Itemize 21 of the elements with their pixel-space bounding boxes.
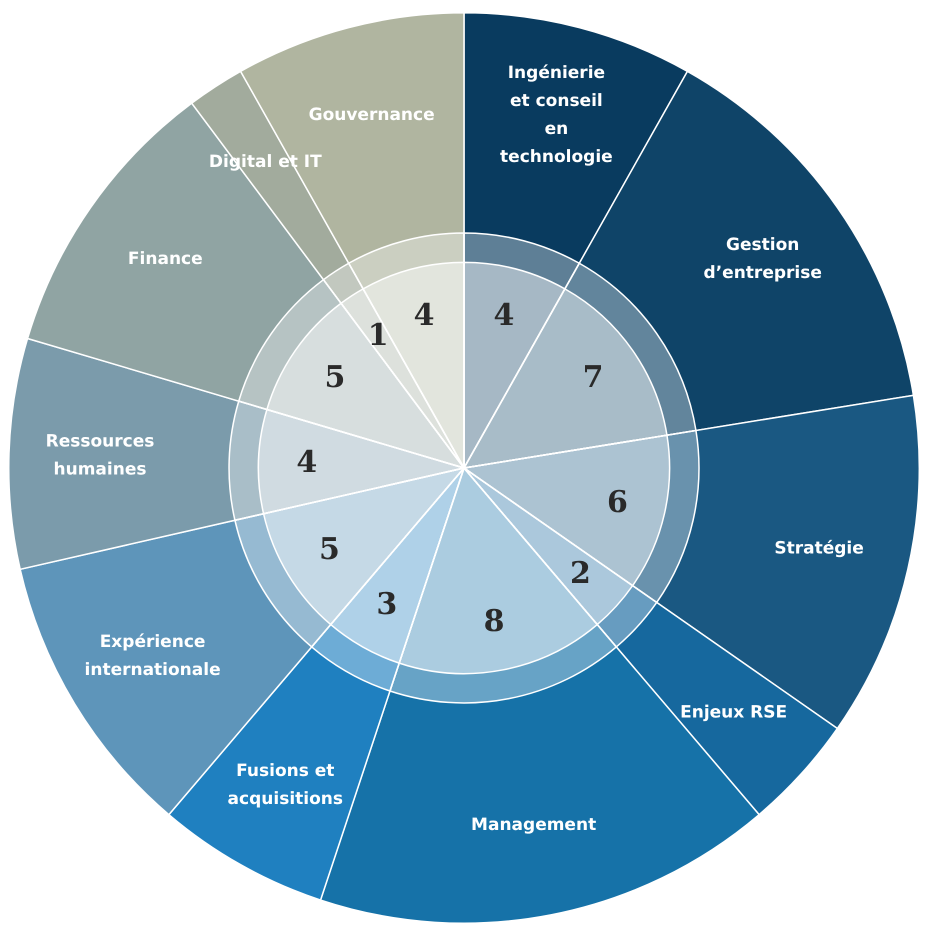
slice-label: Finance [128, 249, 203, 270]
slice-label: Ingénierie et conseil en technologie [500, 63, 613, 168]
data-label: 3 [376, 587, 398, 622]
slice-label: Enjeux RSE [680, 702, 788, 722]
slice-label: Gestion d’entreprise [704, 235, 822, 284]
data-label: 2 [570, 556, 591, 591]
data-label: 8 [484, 604, 504, 640]
data-label: 4 [493, 298, 514, 333]
data-label: 6 [606, 485, 628, 520]
data-label: 5 [319, 532, 340, 567]
slice-label: Expérience internationale [84, 632, 221, 680]
slice-label: Ressources humaines [46, 432, 154, 480]
data-label: 1 [368, 318, 389, 354]
data-label: 4 [296, 444, 318, 480]
slice-label: Fusions et acquisitions [228, 760, 344, 809]
data-label: 5 [324, 360, 346, 395]
slice-label: Stratégie [774, 538, 864, 558]
data-label: 4 [414, 298, 435, 333]
slice-label: Management [471, 814, 596, 835]
slice-label: Gouvernance [308, 105, 435, 126]
data-label: 7 [582, 360, 604, 395]
